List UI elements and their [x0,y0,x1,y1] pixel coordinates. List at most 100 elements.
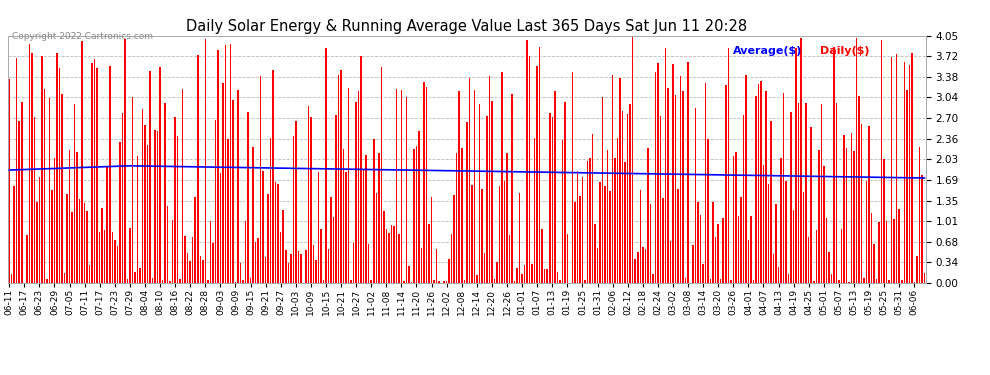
Bar [167,206,168,283]
Bar [220,174,221,283]
Bar [333,217,335,283]
Bar [249,278,251,283]
Bar [742,115,744,283]
Bar [225,45,226,283]
Bar [745,75,746,283]
Bar [539,47,541,283]
Bar [124,39,126,283]
Bar [876,279,877,283]
Bar [58,68,60,283]
Bar [227,139,229,283]
Bar [76,152,78,283]
Bar [320,230,322,283]
Bar [36,202,38,283]
Bar [803,192,805,283]
Bar [831,274,833,283]
Bar [750,216,751,283]
Bar [375,193,377,283]
Bar [506,153,508,283]
Bar [584,280,586,283]
Bar [695,108,696,283]
Bar [504,181,505,283]
Bar [439,282,440,283]
Bar [587,161,588,283]
Bar [159,67,160,283]
Bar [68,150,70,283]
Bar [71,212,73,283]
Bar [277,184,279,283]
Bar [21,102,23,283]
Bar [210,220,211,283]
Bar [692,245,694,283]
Bar [615,158,616,283]
Bar [534,138,536,283]
Bar [612,75,614,283]
Bar [775,204,777,283]
Bar [308,106,309,283]
Bar [53,158,55,283]
Bar [182,89,183,283]
Bar [336,115,337,283]
Bar [380,67,382,283]
Bar [252,147,253,283]
Bar [331,197,332,283]
Bar [489,76,490,283]
Bar [574,202,575,283]
Bar [687,62,689,283]
Bar [363,169,364,283]
Bar [860,124,862,283]
Bar [602,98,603,283]
Bar [728,48,729,283]
Bar [496,262,498,283]
Bar [532,264,533,283]
Bar [49,98,50,283]
Bar [9,80,10,283]
Title: Daily Solar Energy & Running Average Value Last 365 Days Sat Jun 11 20:28: Daily Solar Energy & Running Average Val… [186,20,747,34]
Bar [778,267,779,283]
Bar [338,75,340,283]
Bar [368,243,369,283]
Bar [522,273,523,283]
Bar [473,90,475,283]
Bar [647,148,648,283]
Bar [821,104,822,283]
Bar [129,228,131,283]
Bar [551,117,553,283]
Bar [546,270,548,283]
Bar [594,225,596,283]
Bar [542,229,543,283]
Bar [685,278,686,283]
Bar [421,248,423,283]
Bar [620,78,621,283]
Bar [109,66,111,283]
Bar [733,156,734,283]
Bar [662,198,663,283]
Bar [378,153,379,283]
Bar [207,280,209,283]
Bar [29,44,30,283]
Bar [773,255,774,283]
Bar [491,100,493,283]
Bar [816,230,817,283]
Bar [194,197,196,283]
Bar [398,234,400,283]
Bar [453,195,455,283]
Bar [906,90,908,283]
Bar [86,210,88,283]
Bar [11,274,13,283]
Bar [798,103,800,283]
Bar [119,142,121,283]
Bar [145,125,146,283]
Bar [863,278,865,283]
Bar [597,248,598,283]
Bar [96,68,98,283]
Bar [66,194,67,283]
Bar [436,249,438,283]
Bar [556,272,558,283]
Bar [403,281,405,283]
Bar [921,175,923,283]
Bar [91,63,93,283]
Bar [177,136,178,283]
Bar [801,38,802,283]
Bar [270,138,271,283]
